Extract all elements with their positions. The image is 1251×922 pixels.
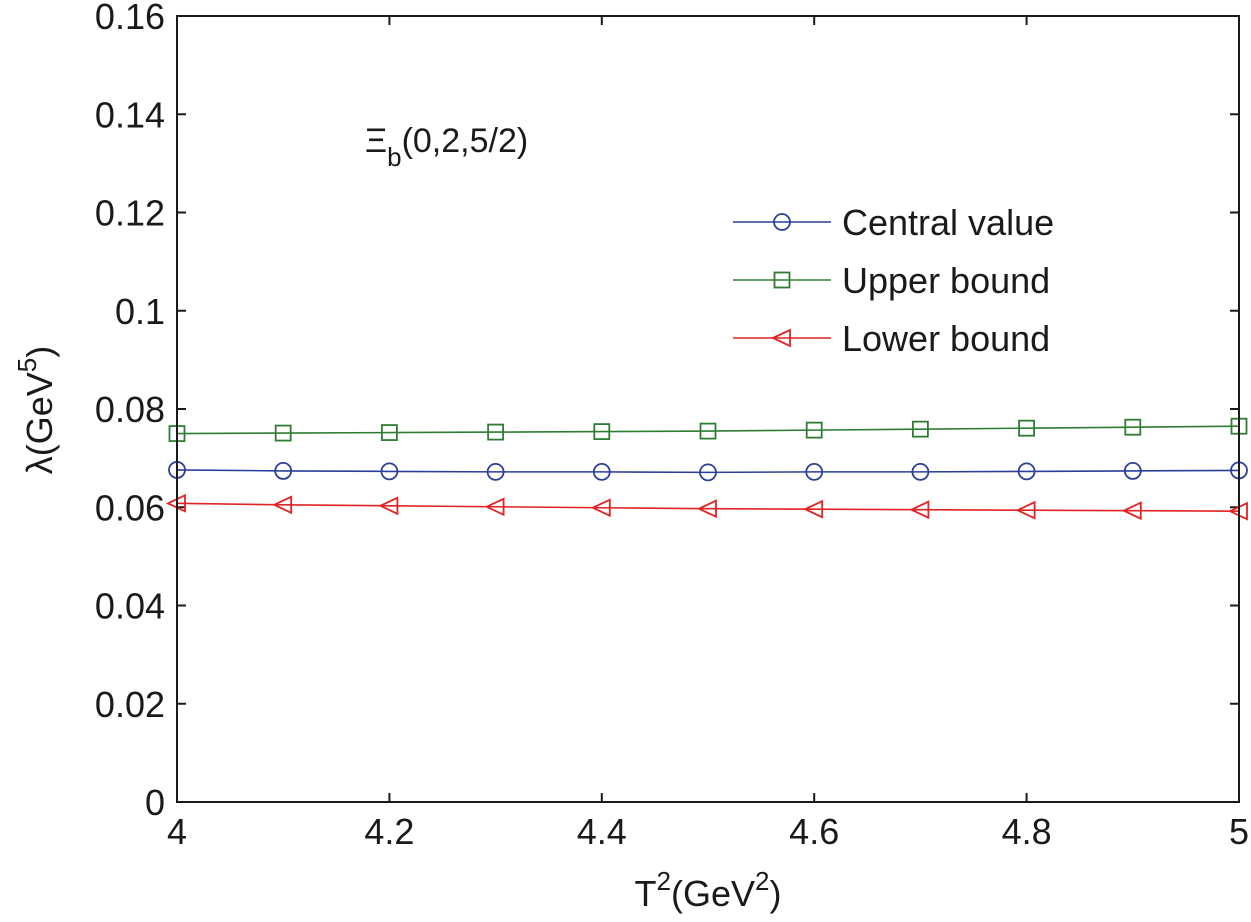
series-lower-bound	[165, 493, 1248, 521]
legend-item: Upper bound	[733, 260, 1050, 301]
y-tick-label: 0.1	[115, 291, 165, 332]
data-point	[805, 462, 824, 481]
y-tick-label: 0.08	[95, 389, 165, 430]
x-tick-label: 4.6	[789, 811, 839, 852]
x-tick-label: 4.4	[577, 811, 627, 852]
data-point	[274, 424, 292, 442]
x-axis-title-sup2: 2	[755, 866, 769, 896]
y-axis-title-close: )	[19, 346, 60, 358]
y-tick-label: 0.14	[95, 94, 165, 135]
data-point	[699, 463, 717, 482]
data-point	[487, 423, 505, 441]
y-axis-title: λ(GeV5)	[12, 346, 60, 475]
y-axis-title-sup: 5	[12, 358, 42, 372]
series-line	[176, 425, 1240, 435]
data-point	[272, 495, 293, 515]
data-point	[803, 499, 824, 519]
y-tick-label: 0.12	[95, 193, 165, 234]
legend-marker	[770, 328, 791, 348]
plot-area-frame	[176, 15, 1240, 803]
y-tick-label: 0.04	[95, 586, 165, 627]
data-point	[486, 462, 505, 481]
x-tick-label: 4	[167, 811, 187, 852]
data-point	[590, 498, 611, 518]
legend-marker	[773, 271, 791, 289]
series-lines	[165, 417, 1248, 521]
data-point	[912, 420, 929, 438]
legend-label: Lower bound	[842, 318, 1050, 359]
x-axis-title: T2(GeV2)	[635, 866, 782, 914]
x-axis-title-rest: (GeV	[671, 873, 755, 914]
y-tick-label: 0.06	[95, 487, 165, 528]
y-tick-label: 0	[145, 782, 165, 823]
data-point	[378, 496, 399, 516]
annotation-rest: (0,2,5/2)	[402, 122, 529, 160]
series-upper-bound	[168, 417, 1248, 442]
series-central-value	[168, 461, 1248, 482]
x-tick-label: 5	[1229, 811, 1249, 852]
x-axis-title-base: T	[635, 873, 657, 914]
x-tick-label: 4.2	[364, 811, 414, 852]
y-axis-title-base: λ(GeV	[19, 372, 60, 474]
y-tick-labels: 0 0.02 0.04 0.06 0.08 0.1 0.12 0.14 0.16	[95, 0, 165, 823]
y-tick-label: 0.16	[95, 0, 165, 37]
data-point	[484, 497, 505, 517]
x-axis-title-close: )	[769, 873, 781, 914]
series-line	[176, 469, 1240, 474]
legend-marker	[773, 213, 791, 231]
data-point	[1123, 461, 1142, 480]
plot-annotation: Ξb(0,2,5/2)	[365, 122, 528, 172]
data-point	[1124, 418, 1142, 436]
data-point	[274, 461, 293, 480]
data-point	[1017, 462, 1036, 481]
legend-label: Upper bound	[842, 260, 1050, 301]
annotation-sub: b	[387, 142, 401, 172]
legend-item: Central value	[733, 202, 1054, 243]
data-point	[1015, 500, 1036, 520]
x-axis-title-sup: 2	[657, 866, 671, 896]
x-tick-labels: 4 4.2 4.4 4.6 4.8 5	[167, 811, 1249, 852]
data-point	[909, 500, 930, 520]
data-point	[699, 422, 717, 440]
annotation-main: Ξ	[365, 122, 387, 160]
data-point	[593, 423, 611, 440]
data-point	[805, 421, 823, 439]
data-point	[380, 424, 398, 441]
y-tick-label: 0.02	[95, 684, 165, 725]
series-line	[176, 502, 1240, 512]
data-point	[592, 462, 611, 481]
data-point	[911, 462, 930, 481]
x-tick-label: 4.8	[1002, 811, 1052, 852]
data-point	[1018, 419, 1035, 437]
tick-marks	[176, 15, 1240, 803]
legend-label: Central value	[842, 202, 1054, 243]
data-point	[380, 462, 399, 481]
data-point	[1121, 501, 1142, 521]
data-point	[696, 499, 717, 519]
legend-item: Lower bound	[733, 318, 1050, 359]
legend: Central value Upper bound Lower bound	[733, 202, 1054, 359]
